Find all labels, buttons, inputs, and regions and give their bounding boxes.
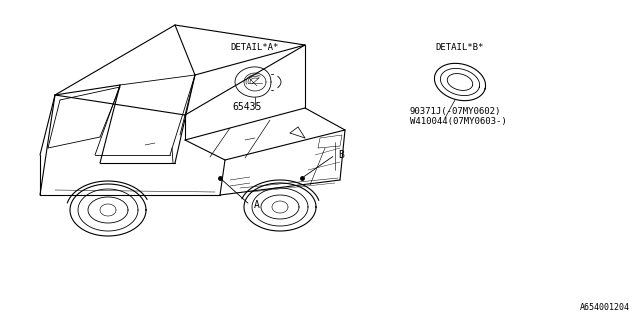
Text: A: A xyxy=(254,200,260,210)
Text: 65435: 65435 xyxy=(232,102,262,112)
Text: A654001204: A654001204 xyxy=(580,303,630,312)
Text: B: B xyxy=(338,150,344,160)
Text: DETAIL*B*: DETAIL*B* xyxy=(436,43,484,52)
Text: DETAIL*A*: DETAIL*A* xyxy=(231,43,279,52)
Text: 90371J(-07MY0602)
W410044(07MY0603-): 90371J(-07MY0602) W410044(07MY0603-) xyxy=(410,107,507,126)
